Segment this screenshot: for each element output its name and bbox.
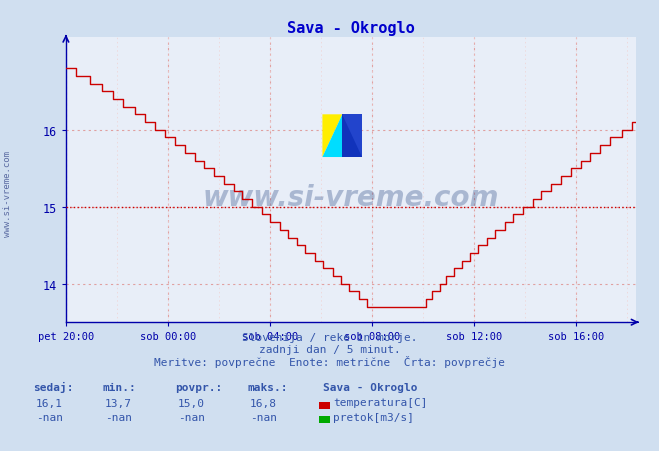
Text: 16,8: 16,8 — [250, 398, 277, 408]
Text: povpr.:: povpr.: — [175, 382, 222, 392]
Text: temperatura[C]: temperatura[C] — [333, 397, 427, 407]
Polygon shape — [322, 115, 343, 158]
Text: pretok[m3/s]: pretok[m3/s] — [333, 412, 414, 422]
Text: maks.:: maks.: — [247, 382, 287, 392]
Text: -nan: -nan — [36, 412, 63, 422]
Text: min.:: min.: — [102, 382, 136, 392]
Text: -nan: -nan — [105, 412, 132, 422]
Polygon shape — [343, 115, 362, 158]
Text: www.si-vreme.com: www.si-vreme.com — [3, 151, 13, 237]
Text: -nan: -nan — [250, 412, 277, 422]
Text: -nan: -nan — [178, 412, 204, 422]
Text: www.si-vreme.com: www.si-vreme.com — [203, 184, 499, 212]
Text: Meritve: povprečne  Enote: metrične  Črta: povprečje: Meritve: povprečne Enote: metrične Črta:… — [154, 355, 505, 367]
Text: 16,1: 16,1 — [36, 398, 63, 408]
Text: sedaj:: sedaj: — [33, 381, 73, 392]
Polygon shape — [322, 115, 343, 158]
Text: zadnji dan / 5 minut.: zadnji dan / 5 minut. — [258, 345, 401, 354]
Text: Sava - Okroglo: Sava - Okroglo — [323, 382, 417, 392]
Text: 15,0: 15,0 — [178, 398, 204, 408]
Title: Sava - Okroglo: Sava - Okroglo — [287, 21, 415, 36]
Text: 13,7: 13,7 — [105, 398, 132, 408]
Text: Slovenija / reke in morje.: Slovenija / reke in morje. — [242, 332, 417, 342]
Polygon shape — [343, 115, 362, 158]
